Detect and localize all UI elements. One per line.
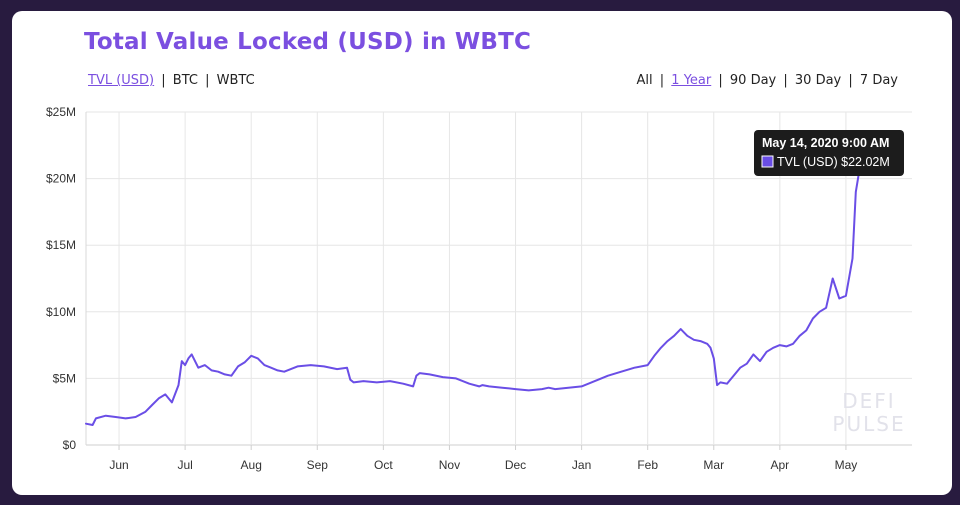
tooltip-date: May 14, 2020 9:00 AM: [762, 136, 889, 150]
x-tick-label: Oct: [374, 458, 393, 472]
x-tick-label: Aug: [241, 458, 262, 472]
chart-title: Total Value Locked (USD) in WBTC: [84, 29, 532, 55]
range-all[interactable]: All: [636, 73, 653, 88]
x-tick-label: Jan: [572, 458, 591, 472]
y-tick-label: $20M: [46, 172, 76, 186]
range-separator: |: [779, 73, 792, 88]
range-1-year[interactable]: 1 Year: [671, 73, 712, 88]
unit-btc[interactable]: BTC: [172, 73, 198, 88]
unit-selector: TVL (USD) | BTC | WBTC: [88, 73, 255, 88]
tooltip-series-name: TVL (USD): [777, 155, 838, 169]
y-axis: $0 $5M $10M $15M $20M $25M: [46, 105, 76, 452]
range-7-day[interactable]: 7 Day: [859, 73, 898, 88]
range-30-day[interactable]: 30 Day: [794, 73, 842, 88]
x-tick-label: Sep: [307, 458, 329, 472]
unit-separator: |: [200, 73, 214, 88]
chart-card: Total Value Locked (USD) in WBTC TVL (US…: [12, 11, 952, 495]
y-tick-label: $0: [63, 438, 77, 452]
x-axis: Jun Jul Aug Sep Oct Nov Dec Jan Feb Mar Apr May: [109, 445, 857, 472]
x-tick-label: May: [835, 458, 858, 472]
tooltip-value: TVL (USD) $22.02M: [777, 155, 890, 169]
x-tick-label: Nov: [439, 458, 460, 472]
x-tick-label: Dec: [505, 458, 526, 472]
y-tick-label: $5M: [53, 371, 76, 385]
line-chart[interactable]: $0 $5M $10M $15M $20M $25M Jun Jul Aug Sep Oct Nov…: [12, 11, 952, 495]
unit-separator: |: [157, 73, 170, 88]
grid: [85, 111, 912, 446]
x-tick-label: Jun: [109, 458, 128, 472]
range-separator: |: [844, 73, 857, 88]
range-90-day[interactable]: 90 Day: [729, 73, 777, 88]
y-tick-label: $15M: [46, 238, 76, 252]
tooltip-series-value: $22.02M: [841, 155, 890, 169]
range-separator: |: [655, 73, 669, 88]
unit-wbtc[interactable]: WBTC: [216, 73, 255, 88]
unit-tvl-usd[interactable]: TVL (USD): [88, 73, 155, 88]
range-selector: All | 1 Year | 90 Day | 30 Day | 7 Day: [637, 73, 898, 88]
series-line-tvl-usd[interactable]: [85, 150, 867, 426]
x-tick-label: Apr: [770, 458, 789, 472]
y-tick-label: $25M: [46, 105, 76, 119]
y-tick-label: $10M: [46, 305, 76, 319]
x-tick-label: Mar: [703, 458, 724, 472]
x-tick-label: Feb: [637, 458, 658, 472]
tooltip: May 14, 2020 9:00 AM TVL (USD) $22.02M: [754, 130, 904, 176]
watermark: DEFI PULSE: [832, 389, 905, 436]
series-group: [85, 149, 869, 426]
tooltip-background: [754, 130, 904, 176]
watermark-line-1: DEFI: [842, 389, 895, 413]
tooltip-legend-swatch: [761, 155, 774, 168]
range-separator: |: [714, 73, 727, 88]
watermark-line-2: PULSE: [832, 412, 905, 436]
x-tick-label: Jul: [177, 458, 192, 472]
